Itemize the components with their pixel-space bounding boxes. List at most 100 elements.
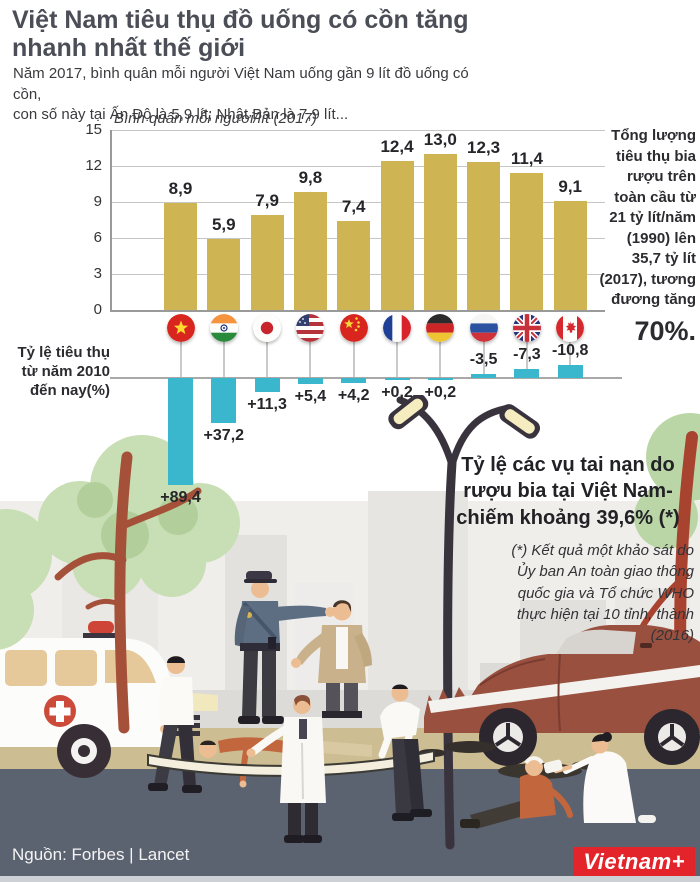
street-scene-illustration [0,395,700,876]
gridline-12 [110,166,605,167]
bar [164,203,197,310]
flag-pin-tail [222,341,225,377]
crashed-car [418,625,700,779]
bar-value-label: +37,2 [203,426,245,444]
flag-pin-tail [439,341,442,377]
y-tick-label: 15 [85,121,102,138]
flag-icon-china [339,314,368,342]
flag-icon-usa [296,314,325,342]
flag-pin-tail [525,341,528,377]
flag-pin-tail [569,341,572,377]
lamp-head-right [499,404,541,439]
page-title: Việt Nam tiêu thụ đồ uống có cồn tăng nh… [12,6,469,62]
bar [293,192,327,310]
bar-value-label: -7,3 [513,346,541,364]
y-tick-label: 0 [93,301,102,318]
vietnamplus-logo: Vietnam+ [573,847,695,879]
bar-value-label: -3,5 [469,350,498,368]
bar [168,378,193,486]
bar [341,378,367,384]
bar-value-label: 13,0 [423,130,457,149]
gridline-9 [110,202,605,203]
stretcher-carrier-rear [378,684,432,821]
flag-icon-russia [469,314,498,342]
y-tick-label: 3 [93,265,102,282]
bar [471,373,497,378]
nurse [543,732,656,823]
bar-value-label: -10,8 [551,342,589,360]
bar-value-label: 7,4 [341,197,366,217]
bar [254,378,280,392]
global-note-emphasis: 70%. [634,315,696,346]
bar [467,162,501,310]
bar-value-label: +0,2 [381,384,413,401]
bar-value-label: 9,1 [558,176,582,196]
flag-icon-germany [426,314,455,342]
bar [384,378,410,380]
man-tan-jacket [291,600,372,718]
flag-icon-india [209,314,238,342]
flag-pin-tail [179,341,182,377]
accident-rate-footnote: (*) Kết quả một khảo sát do Ủy ban An to… [511,542,694,645]
car-window [556,629,636,654]
bar [380,161,414,310]
flag-icon-vietnam [166,314,195,342]
global-consumption-note: Tổng lượng tiêu thụ bia rượu trên toàn c… [596,126,696,350]
door-handle [640,643,652,648]
source-credit: Nguồn: Forbes | Lancet [12,845,190,864]
bar-value-label: +89,4 [160,489,201,507]
flag-icon-france [383,314,411,342]
chart1-title: Bình quân mỗi người/lít (2017) [114,110,317,127]
bar [427,378,453,380]
gridline-0 [110,310,605,312]
bar-value-label: +0,2 [424,384,457,401]
bar-value-label: +11,3 [247,395,287,413]
bar [514,369,540,378]
bar-value-label: +5,4 [294,388,327,406]
stretcher-board [147,749,435,777]
head-bandage [524,756,544,765]
policeman [234,571,335,724]
bar [557,365,583,378]
flag-icon-canada [556,314,585,342]
bar-value-label: 9,8 [298,168,323,188]
bar [207,239,241,310]
stretcher-carrier-front [148,656,202,793]
bar [211,378,237,423]
bar-value-label: 11,4 [510,149,543,169]
bar [510,173,544,310]
lamp-head-left [388,395,429,430]
bandage-roll [543,759,563,774]
bar-value-label: 5,9 [211,215,236,235]
bar-value-label: +4,2 [337,387,370,405]
bar [423,154,457,310]
chart2-title: Tỷ lệ tiêu thụ từ năm 2010 đến nay(%) [17,344,110,399]
bar-value-label: 8,9 [168,179,193,199]
flag-pin-tail [309,341,312,377]
bar [337,221,371,310]
flag-pin-tail [396,341,398,377]
flag-pin-tail [482,341,485,377]
flag-pin-tail [352,341,355,377]
y-tick-label: 6 [93,229,102,246]
gridline-15 [110,130,605,131]
flag-pin-tail [266,341,269,377]
accident-rate-heading: Tỷ lệ các vụ tai nạn do rượu bia tại Việ… [456,454,680,529]
bottom-strip [0,876,700,882]
y-tick-label: 12 [85,157,102,174]
bar [553,200,587,310]
bar [297,378,323,385]
bar-value-label: 12,4 [380,137,414,157]
bar-value-label: 7,9 [255,191,279,211]
doctor [246,694,326,843]
chart1-y-axis [110,130,112,311]
page-subtitle: Năm 2017, bình quân mỗi người Việt Nam u… [13,65,469,124]
y-tick-label: 9 [93,193,102,210]
global-note-text: Tổng lượng tiêu thụ bia rượu trên toàn c… [599,127,696,309]
bar-value-label: 12,3 [467,138,501,158]
flag-icon-japan [253,314,282,342]
